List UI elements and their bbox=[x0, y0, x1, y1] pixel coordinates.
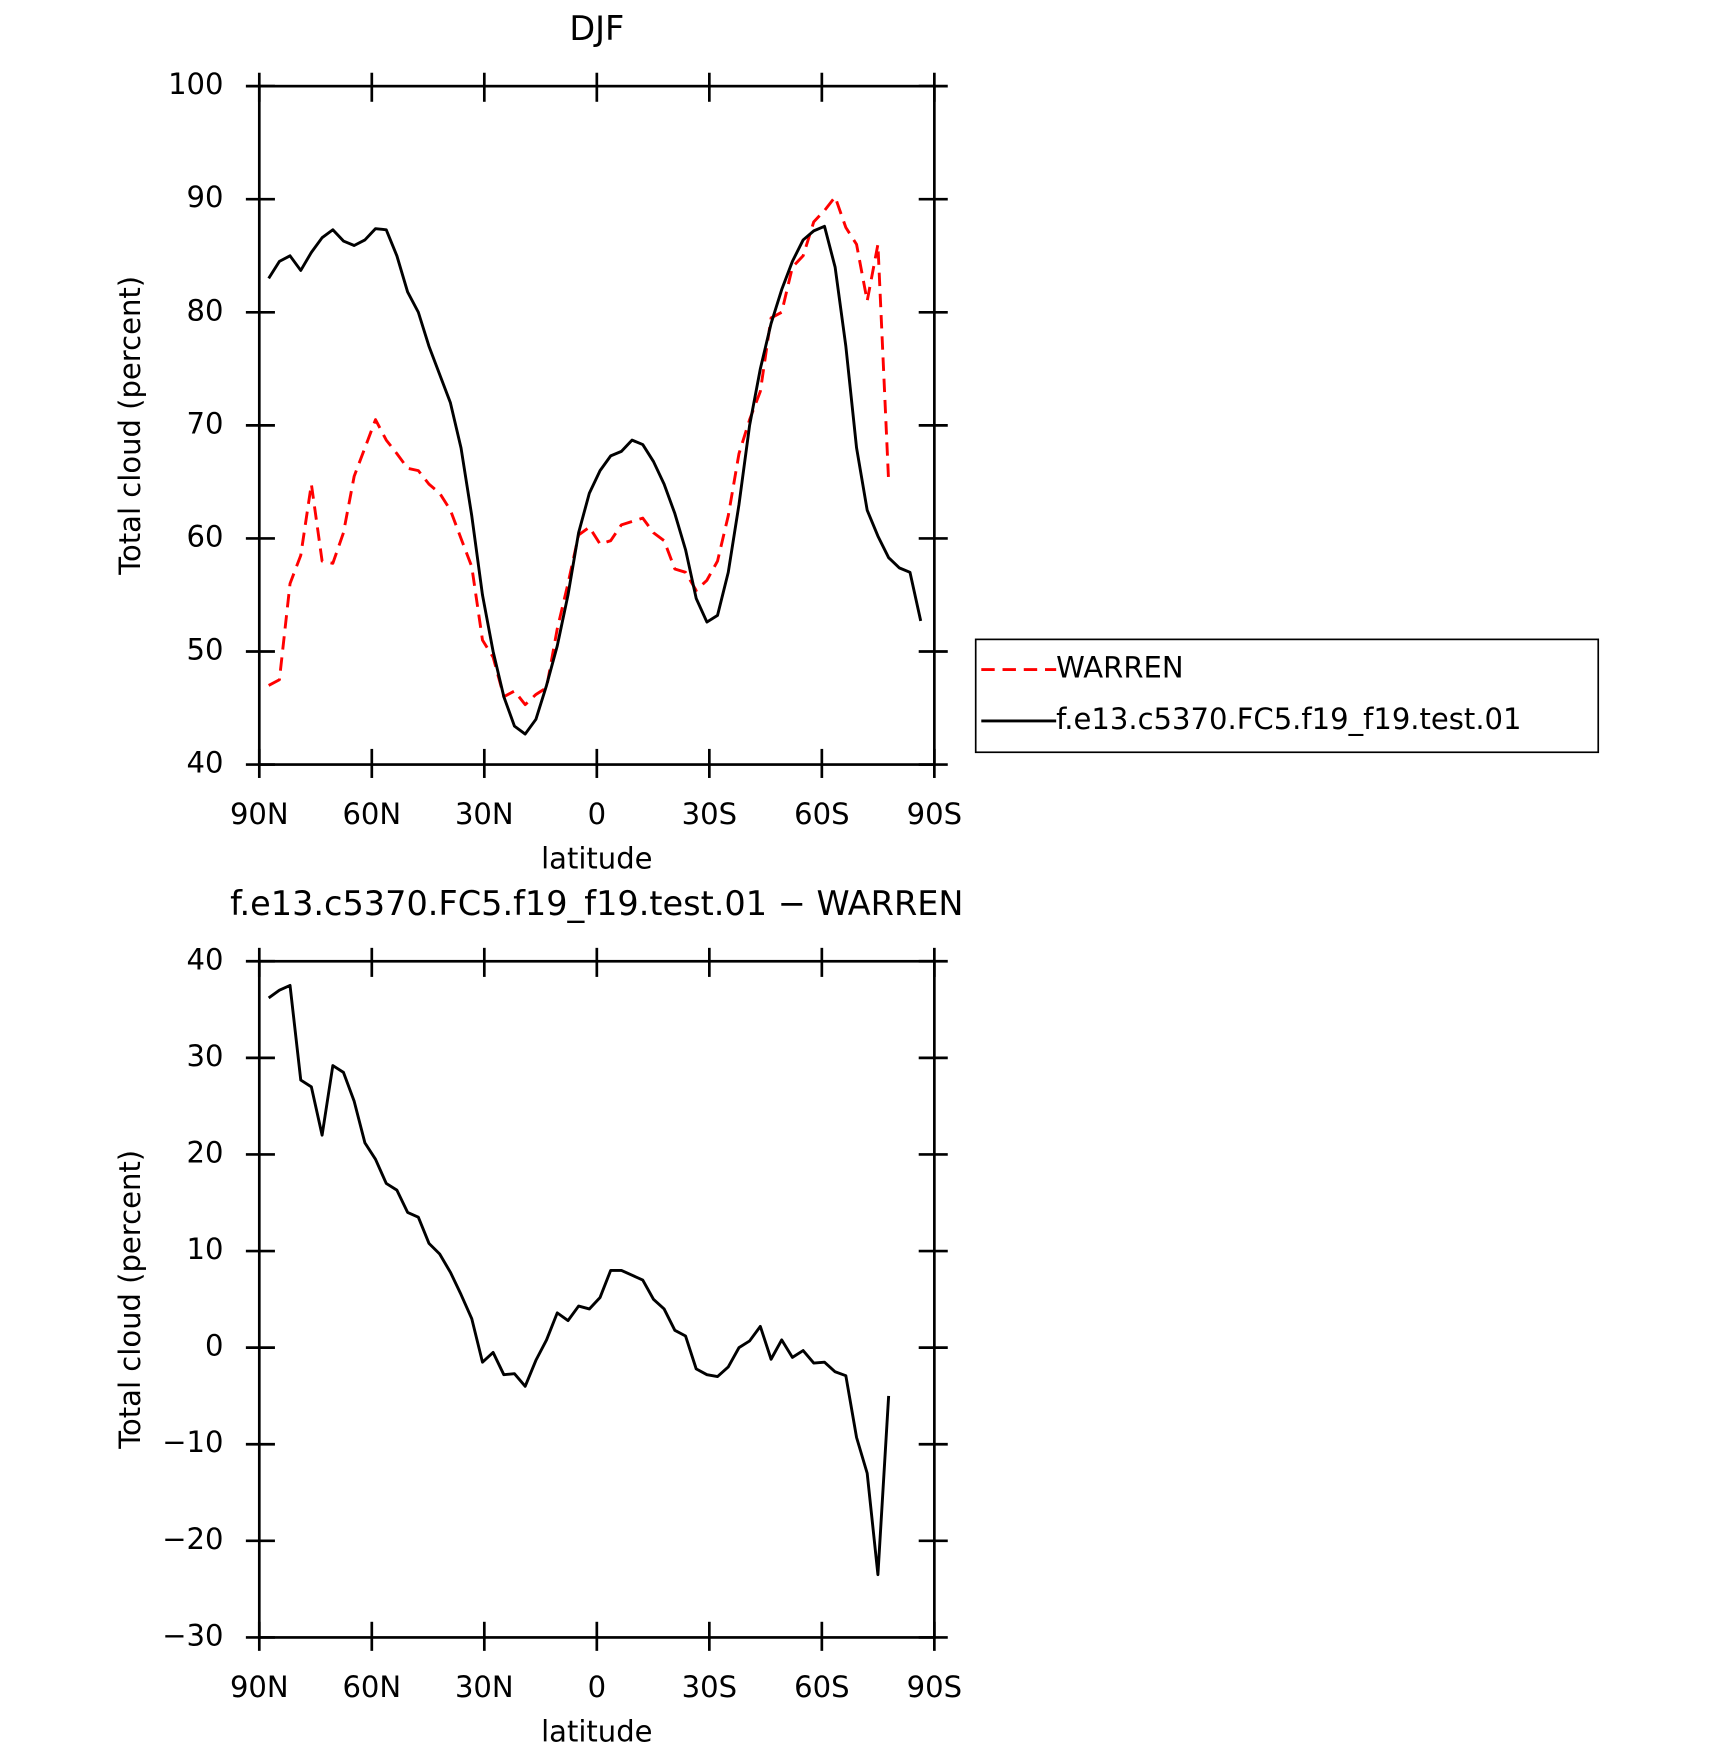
y-tick-label: 10 bbox=[187, 1232, 224, 1266]
y-tick-label: 50 bbox=[187, 632, 224, 666]
x-tick-label: 90S bbox=[907, 1670, 962, 1704]
legend-box bbox=[974, 638, 1600, 754]
chart-title: f.e13.c5370.FC5.f19_f19.test.01 − WARREN bbox=[230, 884, 963, 923]
x-tick-label: 60S bbox=[794, 1670, 849, 1704]
y-tick-label: −30 bbox=[162, 1618, 223, 1652]
x-axis-label: latitude bbox=[541, 1715, 652, 1749]
y-tick-label: 20 bbox=[187, 1135, 224, 1169]
y-tick-label: 0 bbox=[205, 1329, 223, 1363]
x-tick-label: 60N bbox=[342, 1670, 401, 1704]
legend-label: WARREN bbox=[1056, 651, 1183, 685]
y-tick-label: −20 bbox=[162, 1522, 223, 1556]
x-tick-label: 60N bbox=[342, 797, 401, 831]
data-line bbox=[267, 224, 923, 736]
x-tick-label: 0 bbox=[588, 797, 606, 831]
x-tick-label: 30S bbox=[682, 1670, 737, 1704]
y-axis-label: Total cloud (percent) bbox=[113, 276, 147, 576]
plot-frame bbox=[257, 84, 936, 766]
y-tick-label: 40 bbox=[187, 942, 224, 976]
chart-title: DJF bbox=[569, 9, 624, 48]
y-tick-label: 100 bbox=[168, 67, 223, 101]
y-tick-label: 70 bbox=[187, 406, 224, 440]
x-tick-label: 90N bbox=[230, 1670, 289, 1704]
x-tick-label: 90S bbox=[907, 797, 962, 831]
x-tick-label: 30N bbox=[455, 1670, 514, 1704]
x-tick-label: 30S bbox=[682, 797, 737, 831]
y-tick-label: 90 bbox=[187, 180, 224, 214]
x-tick-label: 0 bbox=[588, 1670, 606, 1704]
y-tick-label: 30 bbox=[187, 1039, 224, 1073]
legend-label: f.e13.c5370.FC5.f19_f19.test.01 bbox=[1056, 702, 1521, 736]
x-tick-label: 30N bbox=[455, 797, 514, 831]
x-tick-label: 60S bbox=[794, 797, 849, 831]
y-axis-label: Total cloud (percent) bbox=[113, 1150, 147, 1450]
x-axis-label: latitude bbox=[541, 842, 652, 876]
y-tick-label: 60 bbox=[187, 519, 224, 553]
x-tick-label: 90N bbox=[230, 797, 289, 831]
data-line bbox=[268, 195, 891, 707]
y-tick-label: 80 bbox=[187, 293, 224, 327]
y-tick-label: 40 bbox=[187, 746, 224, 780]
y-tick-label: −10 bbox=[162, 1425, 223, 1459]
data-line bbox=[267, 983, 891, 1577]
